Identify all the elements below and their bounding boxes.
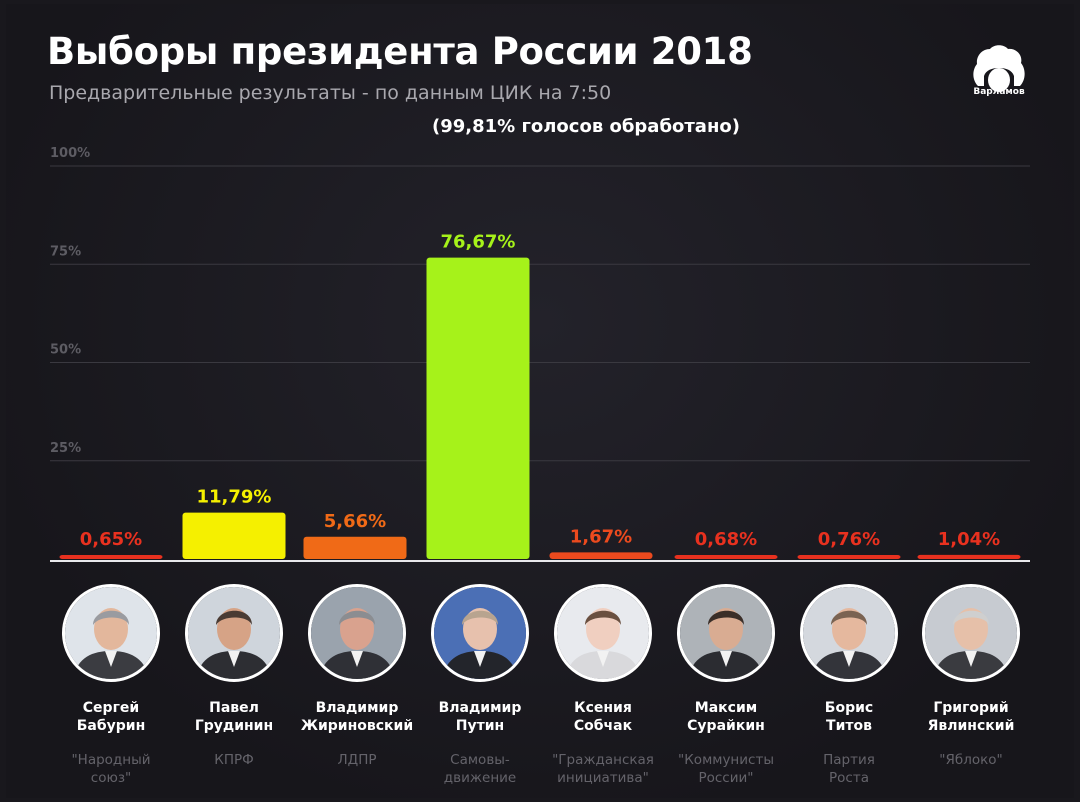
avatar xyxy=(308,584,406,682)
y-tick-label: 25% xyxy=(50,441,81,456)
data-label: 0,68% xyxy=(695,529,757,550)
logo-text: Варламов xyxy=(973,87,1025,97)
candidates-row: Сергей Бабурин "Народный союз" Павел Грудин… xyxy=(0,580,1080,802)
bar xyxy=(674,555,778,559)
bar xyxy=(59,555,163,559)
candidate-yavlinsky: Григорий Явлинский "Яблоко" xyxy=(909,580,1033,769)
candidate-name: Владимир Путин xyxy=(438,700,522,734)
portrait-icon xyxy=(188,587,280,679)
portrait-icon xyxy=(65,587,157,679)
candidate-party: Самовы-движение xyxy=(443,752,517,786)
page-title: Выборы президента России 2018 xyxy=(47,30,753,73)
infographic-frame xyxy=(6,4,1074,798)
data-label: 0,65% xyxy=(80,529,142,550)
candidate-name: Максим Сурайкин xyxy=(687,700,765,734)
candidate-grudinin: Павел Грудинин КПРФ xyxy=(172,580,296,769)
avatar xyxy=(554,584,652,682)
candidate-name: Сергей Бабурин xyxy=(76,700,146,734)
candidate-party: ЛДПР xyxy=(337,752,377,768)
candidate-putin: Владимир Путин Самовы-движение xyxy=(418,580,542,787)
candidate-party: "Коммунисты России" xyxy=(678,752,774,786)
data-label: 5,66% xyxy=(324,511,386,532)
candidate-baburin: Сергей Бабурин "Народный союз" xyxy=(49,580,173,787)
avatar xyxy=(677,584,775,682)
candidate-name: Борис Титов xyxy=(824,700,874,734)
portrait-icon xyxy=(434,587,526,679)
avatar xyxy=(62,584,160,682)
candidate-party: КПРФ xyxy=(214,752,254,768)
portrait-icon xyxy=(680,587,772,679)
avatar xyxy=(431,584,529,682)
bar xyxy=(797,555,901,559)
bar xyxy=(917,554,1021,559)
bar xyxy=(549,552,653,559)
portrait-icon xyxy=(925,587,1017,679)
candidate-party: Партия Роста xyxy=(823,752,875,786)
candidate-party: "Яблоко" xyxy=(939,752,1003,768)
data-label: 1,67% xyxy=(570,526,632,547)
y-tick-label: 100% xyxy=(50,146,90,161)
portrait-icon xyxy=(803,587,895,679)
bar xyxy=(426,257,530,559)
avatar xyxy=(800,584,898,682)
candidate-sobchak: Ксения Собчак "Гражданская инициатива" xyxy=(541,580,665,787)
candidate-zhirinovsky: Владимир Жириновский ЛДПР xyxy=(295,580,419,769)
candidate-name: Григорий Явлинский xyxy=(927,700,1015,734)
data-label: 0,76% xyxy=(818,529,880,550)
y-tick-label: 75% xyxy=(50,244,81,259)
portrait-icon xyxy=(311,587,403,679)
data-label: 76,67% xyxy=(441,232,516,253)
page-subtitle: Предварительные результаты - по данным Ц… xyxy=(49,82,612,104)
candidate-party: "Народный союз" xyxy=(71,752,151,786)
processed-votes-note: (99,81% голосов обработано) xyxy=(432,116,740,137)
avatar xyxy=(185,584,283,682)
data-label: 11,79% xyxy=(197,487,272,508)
data-label: 1,04% xyxy=(938,529,1000,550)
varlamov-logo-icon xyxy=(973,45,1025,92)
y-tick-label: 50% xyxy=(50,343,81,358)
candidate-suraykin: Максим Сурайкин "Коммунисты России" xyxy=(664,580,788,787)
avatar xyxy=(922,584,1020,682)
bar xyxy=(182,512,286,559)
results-bar-chart: 25% 50% 75% 100% 0,65% 11,79% 5,66% 76,67% 1,67%… xyxy=(50,146,1030,562)
candidate-name: Ксения Собчак xyxy=(573,700,633,734)
candidate-name: Павел Грудинин xyxy=(194,700,274,734)
candidate-name: Владимир Жириновский xyxy=(300,700,414,734)
portrait-icon xyxy=(557,587,649,679)
bar xyxy=(303,536,407,559)
candidate-titov: Борис Титов Партия Роста xyxy=(787,580,911,787)
candidate-party: "Гражданская инициатива" xyxy=(552,752,654,786)
